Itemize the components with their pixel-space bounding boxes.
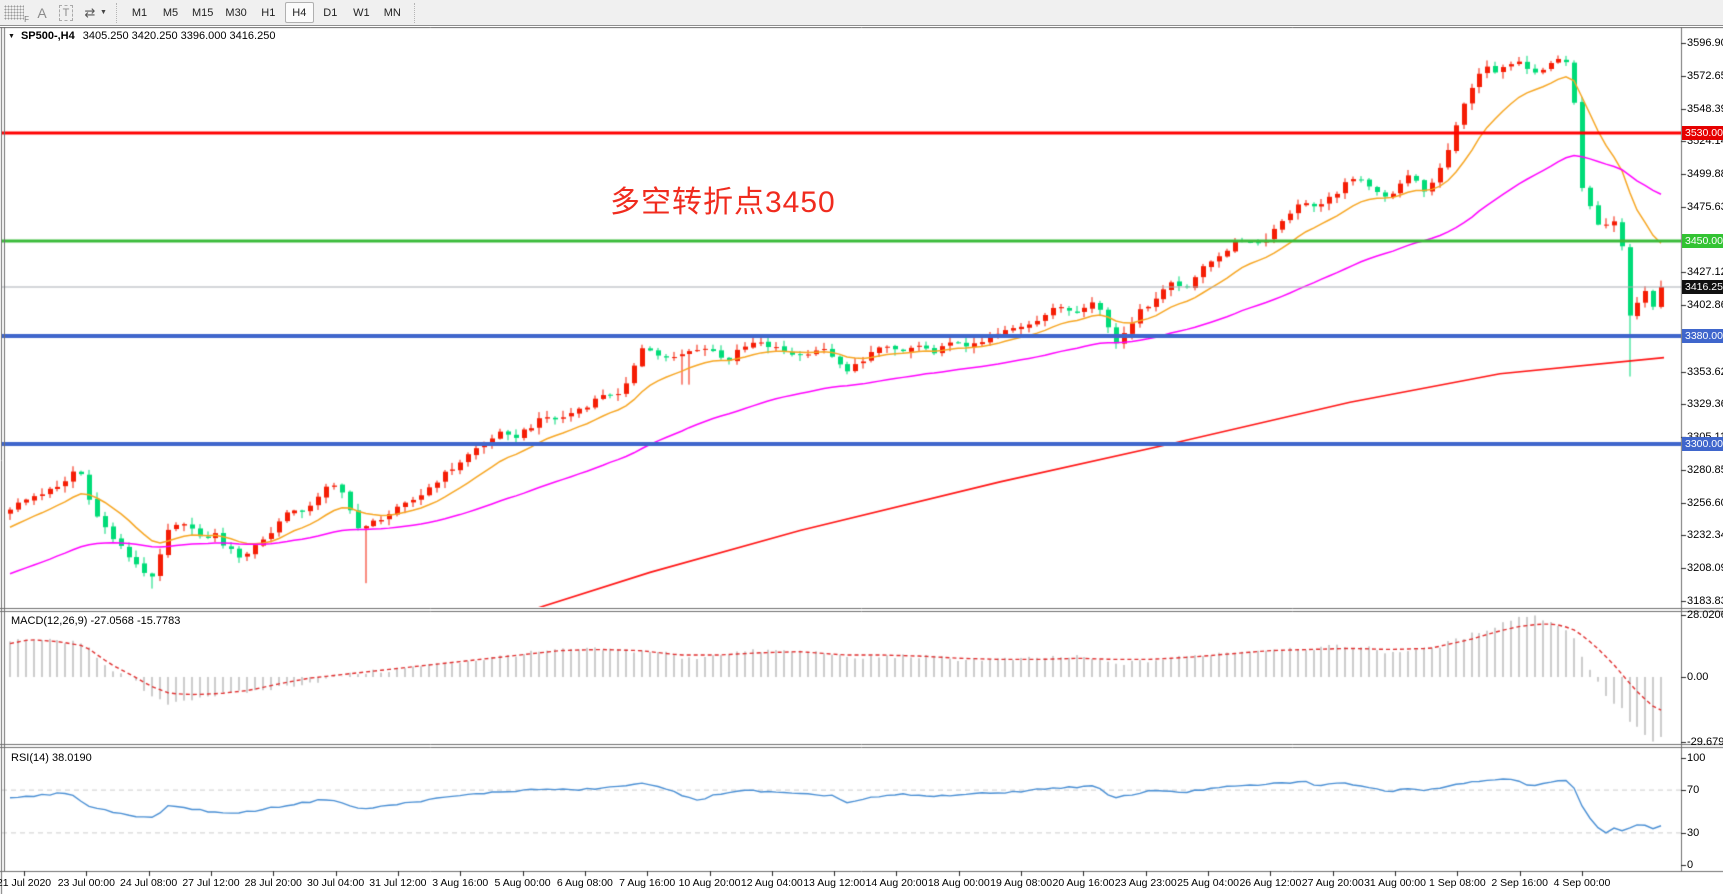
grid-f-icon: F — [24, 15, 29, 24]
font-a-icon[interactable]: A — [37, 4, 47, 21]
time-label: 3 Aug 16:00 — [432, 877, 489, 889]
macd-tick-label: 28.0206 — [1687, 609, 1723, 622]
timeframe-button-w1[interactable]: W1 — [347, 2, 376, 23]
toolbar-drag-handle[interactable]: F — [4, 5, 29, 24]
time-label: 21 Jul 2020 — [0, 877, 52, 889]
timeframe-button-m1[interactable]: M1 — [125, 2, 154, 23]
price-tick-label: 3280.855 — [1687, 463, 1723, 476]
timeframe-button-m5[interactable]: M5 — [156, 2, 185, 23]
time-label: 18 Aug 00:00 — [927, 877, 990, 889]
timeframe-button-h1[interactable]: H1 — [254, 2, 283, 23]
time-label: 23 Aug 23:00 — [1114, 877, 1177, 889]
macd-tick-label: 0.00 — [1687, 671, 1709, 683]
macd-tick-label: -29.6796 — [1687, 736, 1723, 749]
price-tick-label: 3256.600 — [1687, 496, 1723, 509]
timeframe-group: M1 M5 M15 M30 H1 H4 D1 W1 MN — [124, 2, 408, 23]
time-label: 31 Aug 00:00 — [1364, 877, 1426, 889]
time-label: 27 Jul 12:00 — [182, 877, 240, 889]
time-label: 30 Jul 04:00 — [306, 877, 365, 889]
toolbar-separator — [116, 2, 118, 23]
price-tick-label: 3548.395 — [1687, 102, 1723, 115]
price-tick-label: 3572.650 — [1687, 69, 1723, 82]
text-label-icon[interactable]: T — [54, 2, 78, 24]
rsi-indicator-label: RSI(14) 38.0190 — [11, 752, 92, 764]
price-tick-label: 3208.090 — [1687, 562, 1723, 575]
time-label: 27 Aug 20:00 — [1301, 877, 1364, 889]
chart-canvas[interactable] — [0, 27, 1723, 894]
ohlc-readout: 3405.250 3420.250 3396.000 3416.250 — [82, 30, 276, 42]
price-badge-3380-000: 3380.000 — [1682, 328, 1723, 343]
price-tick-label: 3353.620 — [1687, 365, 1723, 378]
time-label: 2 Sep 16:00 — [1491, 877, 1548, 889]
time-label: 28 Jul 20:00 — [244, 877, 302, 889]
text-label-glyph: T — [58, 4, 74, 21]
collapse-arrow-icon[interactable]: ▼ — [8, 32, 15, 40]
time-label: 10 Aug 20:00 — [678, 877, 741, 889]
time-label: 25 Aug 04:00 — [1177, 877, 1240, 889]
price-tick-label: 3596.905 — [1687, 37, 1723, 49]
chart-area: ▼ SP500-,H4 3405.250 3420.250 3396.000 3… — [0, 27, 1723, 894]
price-tick-label: 3499.885 — [1687, 168, 1723, 181]
price-badge-3530-000: 3530.000 — [1682, 126, 1723, 141]
macd-indicator-label: MACD(12,26,9) -27.0568 -15.7783 — [11, 615, 181, 627]
time-label: 19 Aug 08:00 — [990, 877, 1053, 889]
time-label: 1 Sep 08:00 — [1429, 877, 1486, 889]
price-badge-3450-000: 3450.000 — [1682, 234, 1723, 249]
time-label: 5 Aug 00:00 — [494, 877, 551, 889]
time-label: 26 Aug 12:00 — [1239, 877, 1302, 889]
price-tick-label: 3183.835 — [1687, 594, 1723, 607]
price-tick-label: 3232.345 — [1687, 529, 1723, 542]
price-tick-label: 3402.865 — [1687, 299, 1723, 312]
rsi-tick-label: 100 — [1687, 752, 1706, 764]
price-tick-label: 3475.630 — [1687, 200, 1723, 213]
timeframe-button-h4[interactable]: H4 — [284, 2, 314, 23]
rsi-tick-label: 30 — [1687, 826, 1700, 839]
time-label: 20 Aug 16:00 — [1052, 877, 1115, 889]
timeframe-button-d1[interactable]: D1 — [316, 2, 345, 23]
time-label: 12 Aug 04:00 — [740, 877, 803, 889]
price-badge-3416-250: 3416.250 — [1682, 280, 1723, 295]
time-label: 14 Aug 20:00 — [865, 877, 928, 889]
swap-arrows-icon[interactable]: ⇄ — [84, 4, 96, 20]
time-label: 4 Sep 00:00 — [1553, 877, 1611, 889]
rsi-tick-label: 70 — [1687, 784, 1700, 797]
time-label: 23 Jul 00:00 — [57, 877, 115, 889]
price-tick-label: 3427.120 — [1687, 266, 1723, 279]
toolbar: F A T ⇄ ▼ M1 M5 M15 M30 H1 H4 D1 W1 MN — [0, 0, 1723, 26]
symbol-timeframe: SP500-,H4 — [20, 30, 75, 42]
time-label: 6 Aug 08:00 — [556, 877, 613, 889]
price-tick-label: 3329.365 — [1687, 398, 1723, 411]
time-label: 24 Jul 08:00 — [120, 877, 178, 889]
symbol-header: ▼ SP500-,H4 3405.250 3420.250 3396.000 3… — [8, 30, 275, 42]
timeframe-button-m30[interactable]: M30 — [220, 2, 251, 23]
timeframe-button-m15[interactable]: M15 — [187, 2, 218, 23]
timeframe-button-mn[interactable]: MN — [378, 2, 407, 23]
toolbar-separator — [413, 2, 416, 23]
chevron-down-icon[interactable]: ▼ — [100, 9, 107, 16]
time-label: 31 Jul 12:00 — [369, 877, 427, 889]
annotation-text[interactable]: 多空转折点3450 — [610, 186, 836, 219]
rsi-tick-label: 0 — [1687, 859, 1694, 871]
time-label: 7 Aug 16:00 — [619, 877, 676, 889]
time-label: 13 Aug 12:00 — [803, 877, 866, 889]
price-badge-3300-000: 3300.000 — [1682, 437, 1723, 452]
